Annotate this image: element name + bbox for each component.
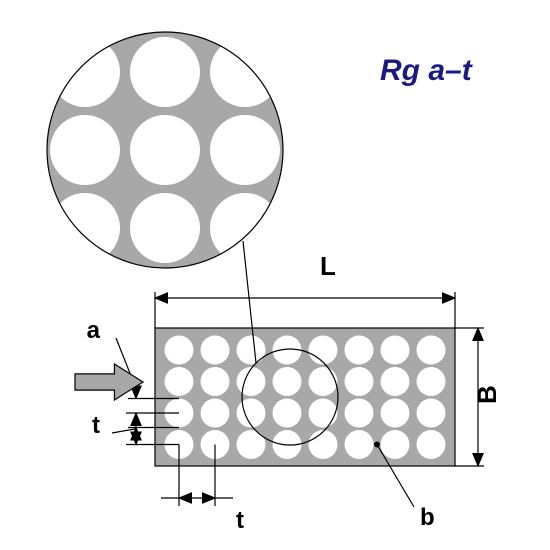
label-t-vertical: t: [92, 412, 100, 439]
perforated-panel: [155, 328, 455, 466]
diagram-title: Rg a–t: [380, 54, 474, 87]
direction-arrow: [75, 364, 143, 400]
technical-diagram: Rg a–t L B a t t b: [0, 0, 550, 550]
label-a: a: [87, 317, 101, 344]
label-B: B: [472, 385, 502, 404]
detail-circle: [47, 32, 283, 268]
label-t-horizontal: t: [236, 507, 244, 534]
label-b: b: [420, 504, 435, 531]
label-L: L: [320, 251, 336, 281]
